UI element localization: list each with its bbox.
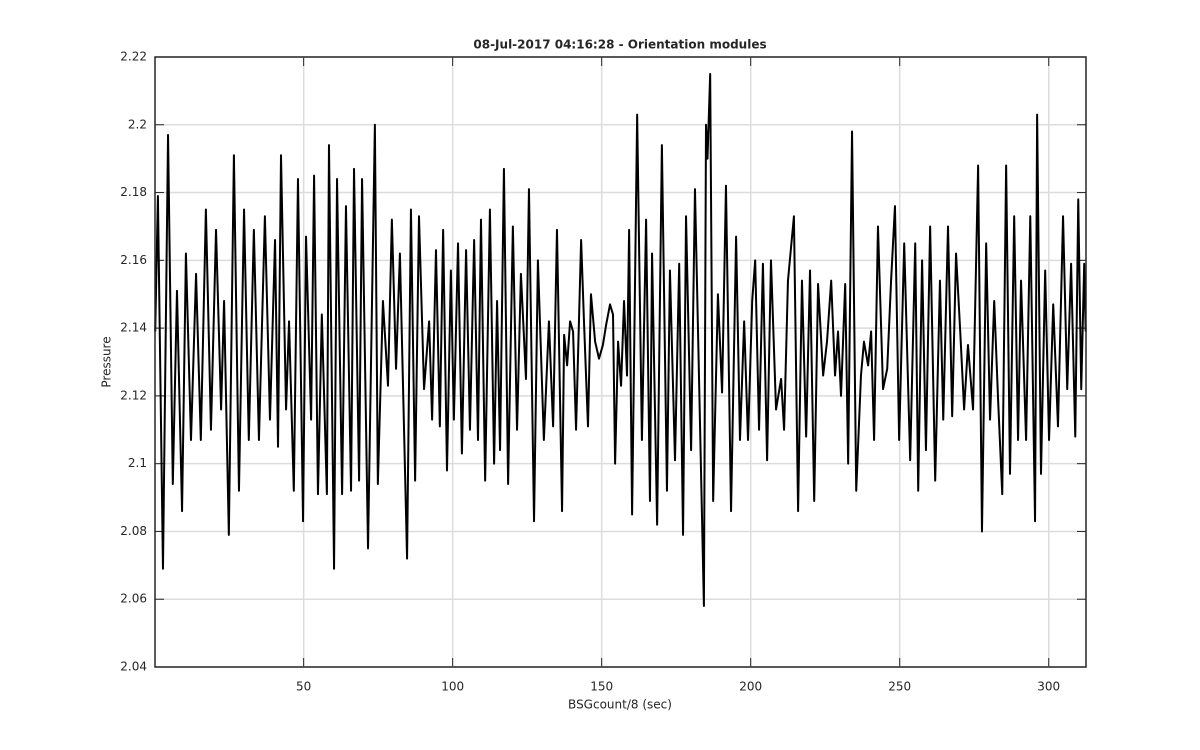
y-tick-label: 2.2 (128, 117, 147, 131)
y-tick-label: 2.06 (120, 592, 147, 606)
x-tick-label: 50 (296, 680, 311, 694)
y-tick-label: 2.08 (120, 524, 147, 538)
x-tick-label: 200 (739, 680, 762, 694)
y-tick-label: 2.1 (128, 456, 147, 470)
y-tick-label: 2.16 (120, 253, 147, 267)
y-axis-label: Pressure (100, 336, 114, 387)
chart-title: 08-Jul-2017 04:16:28 - Orientation modul… (473, 38, 766, 52)
x-tick-label: 100 (441, 680, 464, 694)
plot-frame (154, 56, 1087, 668)
y-tick-label: 2.12 (120, 388, 147, 402)
y-tick-label: 2.22 (120, 50, 147, 64)
data-line (154, 72, 1087, 607)
y-tick-label: 2.14 (120, 321, 147, 335)
y-tick-label: 2.18 (120, 185, 147, 199)
x-tick-label: 300 (1037, 680, 1060, 694)
y-tick-label: 2.04 (120, 660, 147, 674)
x-tick-label: 150 (590, 680, 613, 694)
x-tick-label: 250 (888, 680, 911, 694)
x-axis-label: BSGcount/8 (sec) (568, 698, 672, 712)
